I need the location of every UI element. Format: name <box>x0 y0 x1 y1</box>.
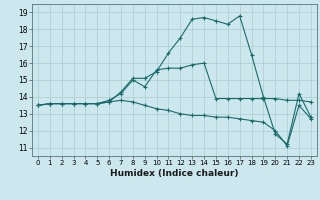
X-axis label: Humidex (Indice chaleur): Humidex (Indice chaleur) <box>110 169 239 178</box>
